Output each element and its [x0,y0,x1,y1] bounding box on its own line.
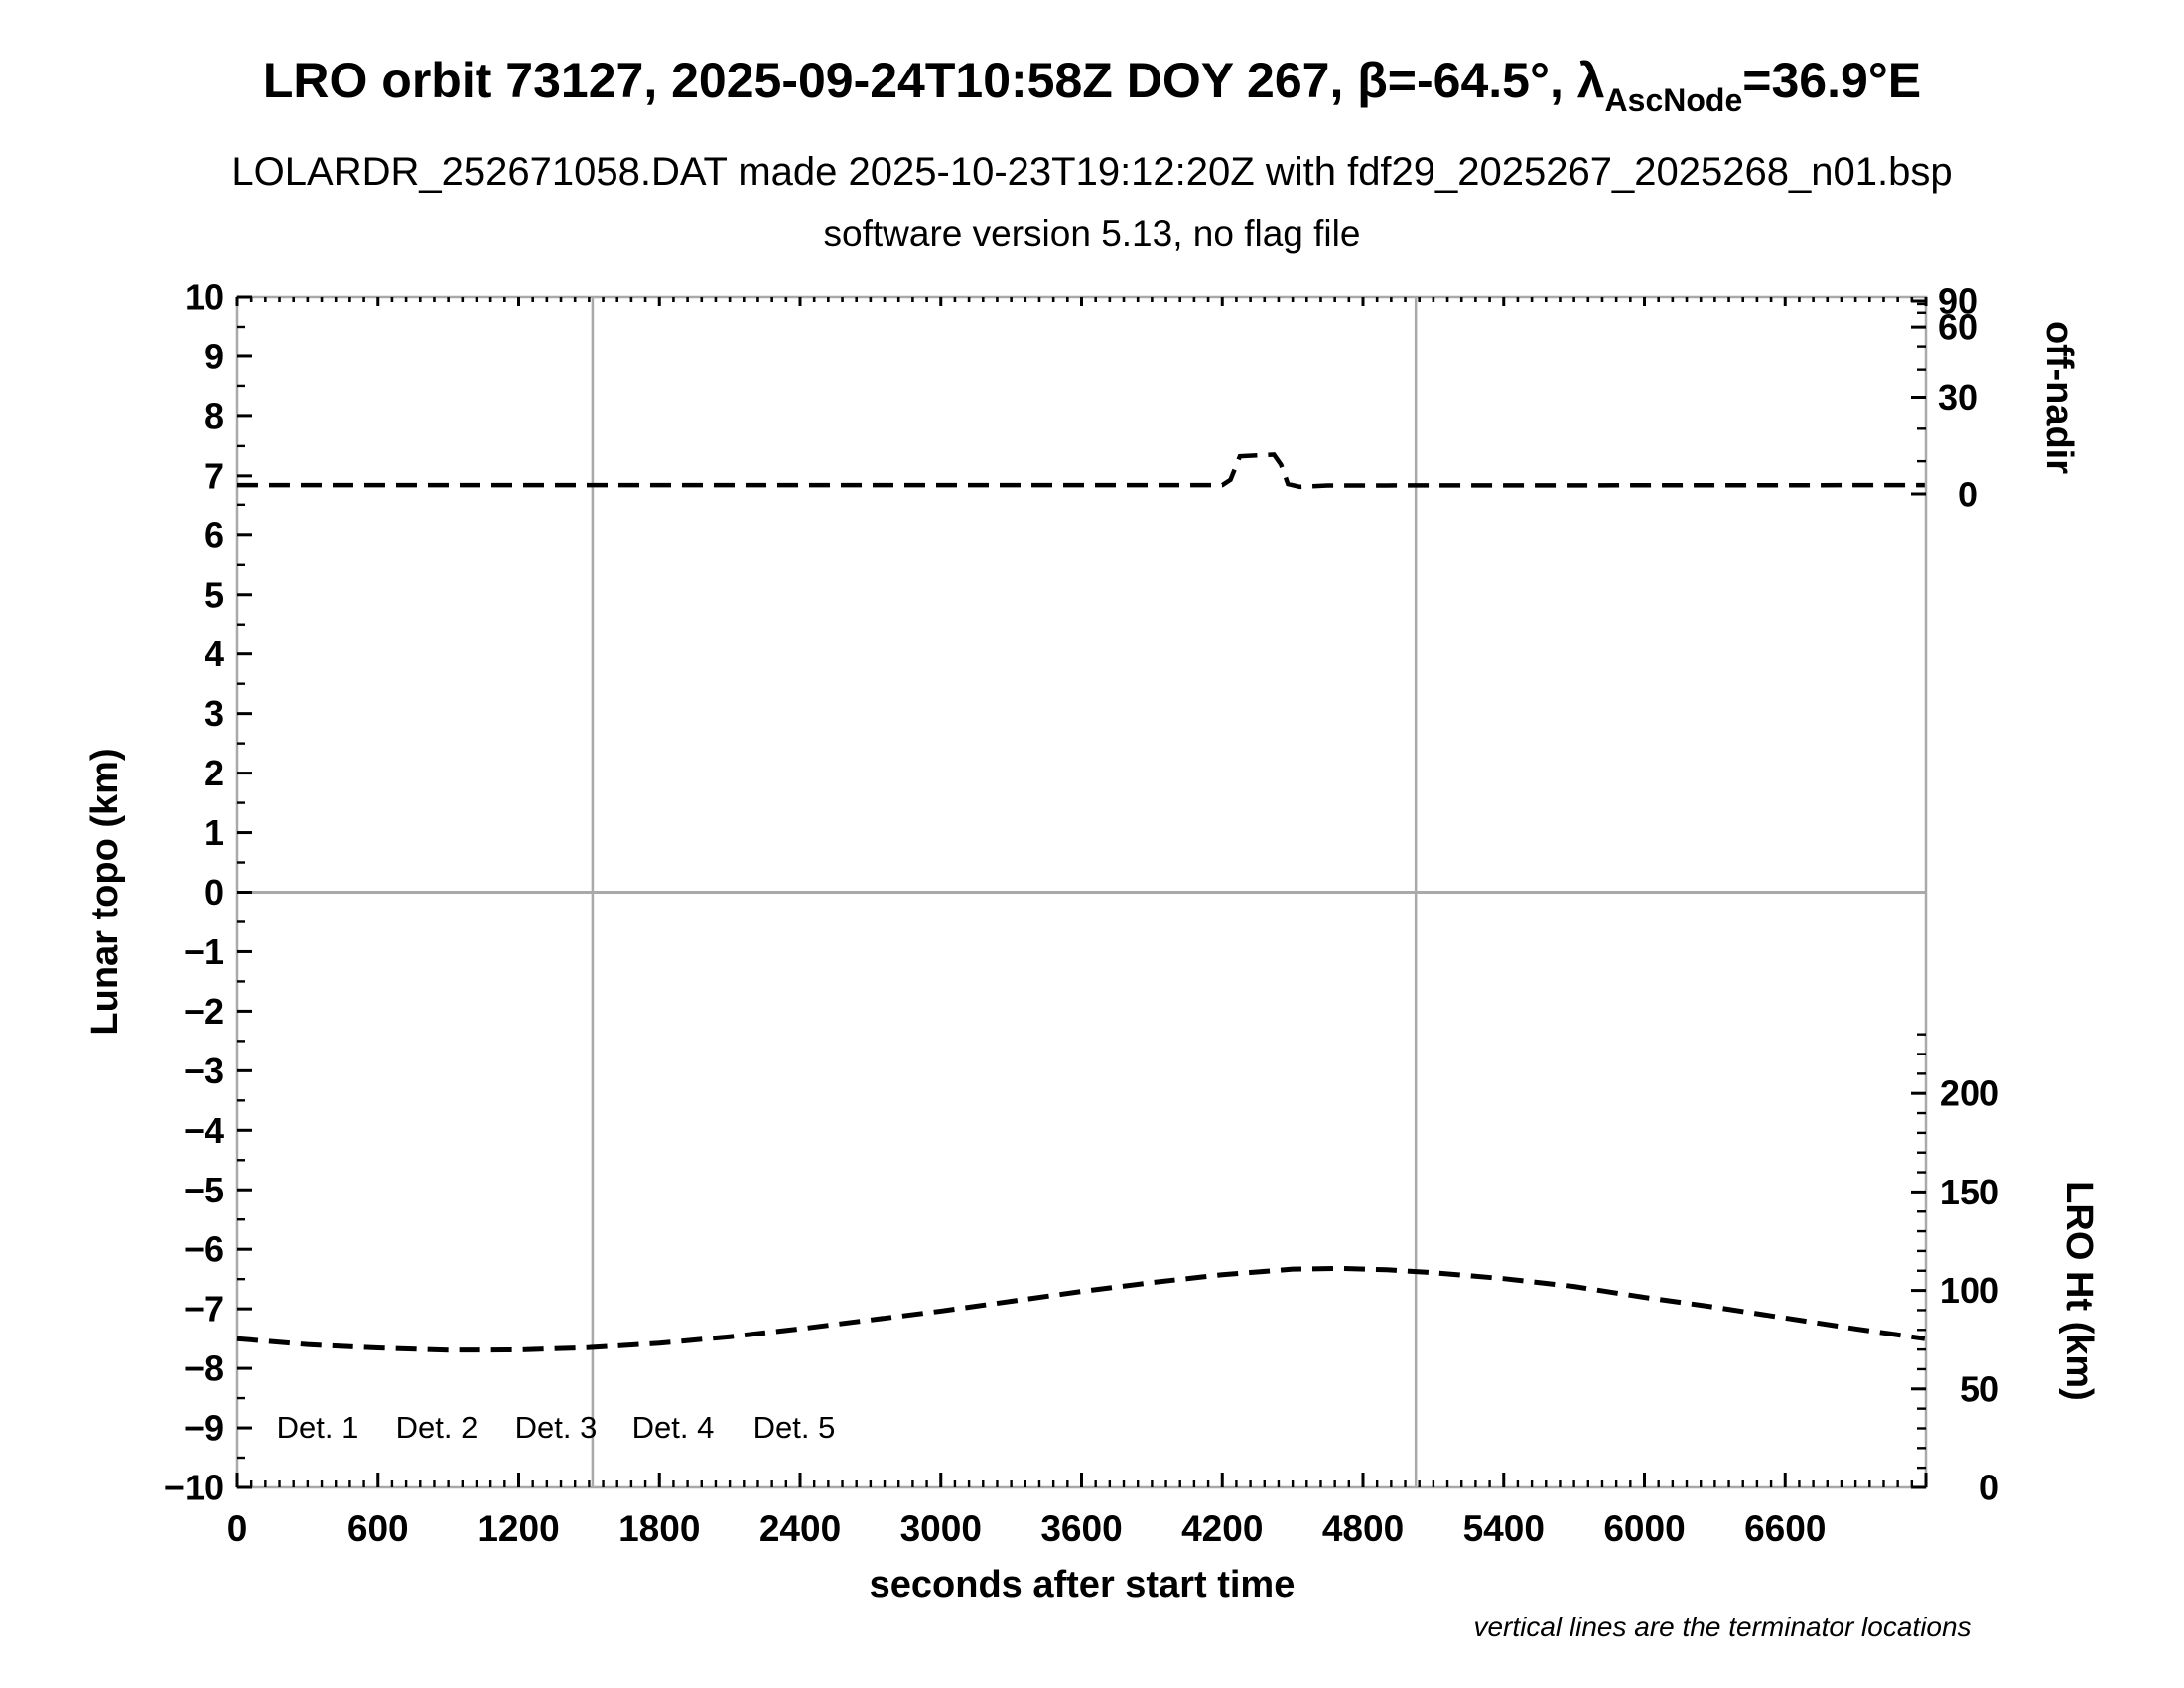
off-nadir-tick-label: 60 [1938,307,1978,348]
x-tick-label: 2400 [759,1508,841,1549]
legend-item-det-2: Det. 2 [396,1410,478,1445]
chart-title-main: LRO orbit 73127, 2025-09-24T10:58Z DOY 2… [263,53,1605,108]
chart-title: LRO orbit 73127, 2025-09-24T10:58Z DOY 2… [263,53,1921,118]
y-left-tick-label: −5 [184,1170,224,1210]
terminator-note: vertical lines are the terminator locati… [1473,1612,1971,1642]
lro-ht-tick-label: 200 [1940,1073,1999,1114]
off-nadir-line [237,452,1925,490]
x-tick-label: 0 [227,1508,248,1549]
y-left-tick-label: 7 [205,455,224,495]
x-axis-title: seconds after start time [870,1564,1296,1606]
y-left-tick-label: −4 [184,1110,224,1151]
chart-title-end: =36.9°E [1742,53,1921,108]
x-tick-label: 1800 [618,1508,700,1549]
y-left-tick-label: −6 [184,1229,224,1270]
y-left-tick-label: 8 [205,395,224,436]
y-left-tick-label: 9 [205,336,224,376]
legend-item-det-1: Det. 1 [277,1410,359,1445]
y-left-tick-label: 10 [185,277,224,318]
x-tick-label: 3000 [900,1508,982,1549]
x-tick-label: 5400 [1463,1508,1545,1549]
y-left-tick-label: −2 [184,991,224,1032]
chart-subtitle-version: software version 5.13, no flag file [824,213,1361,254]
off-nadir-tick-label: 30 [1938,377,1978,418]
lro-height-line [236,1265,1926,1353]
y-left-tick-label: 5 [205,574,224,615]
y-left-tick-label: 6 [205,514,224,555]
y-left-tick-label: −3 [184,1051,224,1091]
x-tick-label: 1200 [478,1508,559,1549]
y-left-tick-label: −7 [184,1289,224,1330]
legend-item-det-3: Det. 3 [515,1410,598,1445]
legend-item-det-4: Det. 4 [632,1410,715,1445]
lro-ht-tick-label: 150 [1940,1172,1999,1212]
y-left-tick-label: −8 [184,1348,224,1389]
off-nadir-tick-label: 90 [1938,281,1978,322]
lro-ht-tick-label: 50 [1960,1368,1999,1409]
y-left-axis-title: Lunar topo (km) [84,748,126,1035]
x-tick-label: 4200 [1181,1508,1263,1549]
y-left-tick-label: 1 [205,812,224,853]
lro-ht-tick-label: 100 [1940,1270,1999,1311]
x-tick-label: 4800 [1322,1508,1404,1549]
legend-item-det-5: Det. 5 [753,1410,836,1445]
x-tick-label: 3600 [1040,1508,1122,1549]
y-left-tick-label: 2 [205,753,224,793]
x-tick-label: 600 [347,1508,409,1549]
y-left-tick-label: 3 [205,693,224,734]
x-tick-label: 6600 [1744,1508,1826,1549]
y-right-top-axis-title: off-nadir [2038,321,2080,474]
y-left-tick-label: 0 [205,872,224,913]
x-tick-label: 6000 [1603,1508,1685,1549]
chart-subtitle: LOLARDR_252671058.DAT made 2025-10-23T19… [231,150,1952,194]
y-right-bottom-axis-title: LRO Ht (km) [2058,1181,2100,1401]
y-left-tick-label: 4 [205,633,224,674]
chart-layer: 0 600 1200 1800 2400 3000 3600 4200 4800 5400 6000… [164,277,1999,1550]
y-left-tick-label: −1 [184,931,224,972]
y-left-tick-label: −10 [164,1468,224,1508]
lro-ht-tick-label: 0 [1979,1468,1999,1508]
chart-title-subscript: AscNode [1605,82,1743,118]
off-nadir-tick-label: 0 [1958,475,1978,515]
y-left-tick-label: −9 [184,1408,224,1449]
